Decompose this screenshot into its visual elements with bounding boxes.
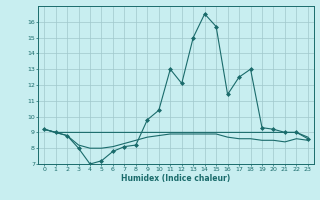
X-axis label: Humidex (Indice chaleur): Humidex (Indice chaleur) bbox=[121, 174, 231, 183]
